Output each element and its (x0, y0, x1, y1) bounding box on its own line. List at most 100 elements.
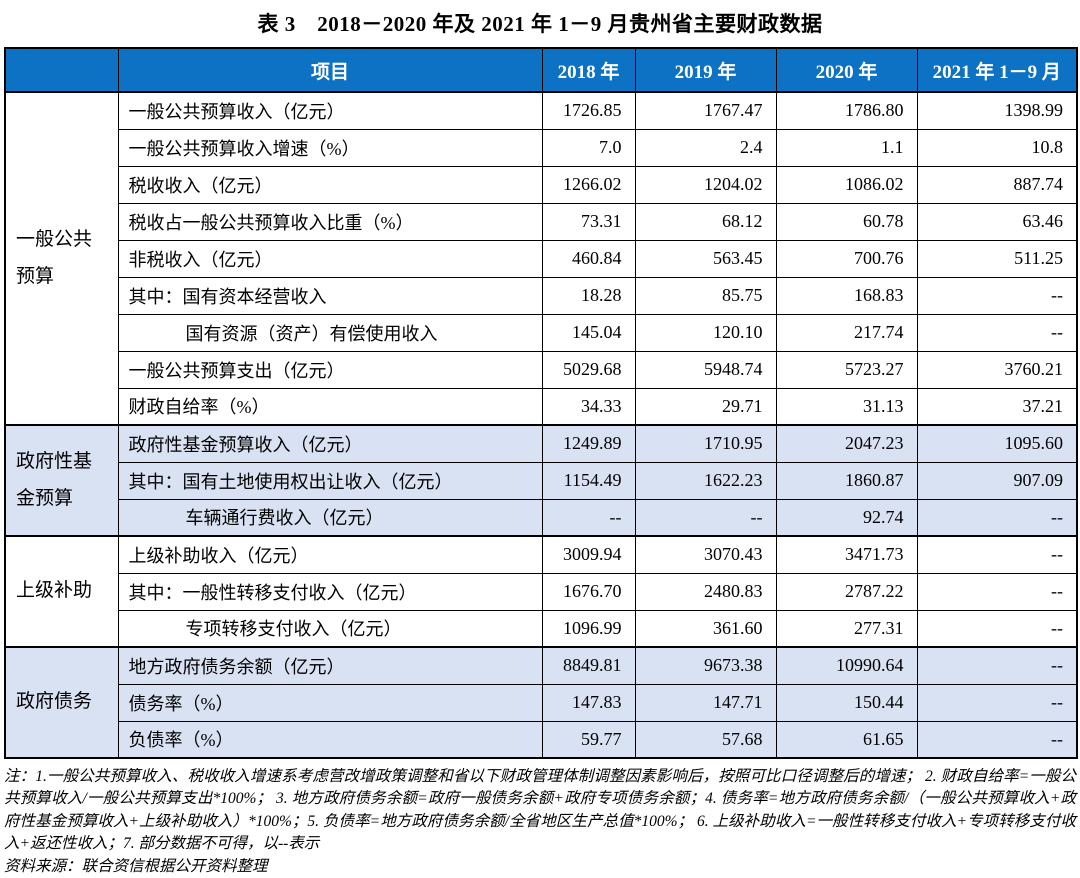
table-row: 债务率（%） 147.83 147.71 150.44 -- (5, 683, 1078, 722)
value-cell: 61.65 (775, 720, 918, 759)
value-cell: 1676.70 (541, 572, 636, 611)
value-cell: 73.31 (541, 202, 636, 241)
value-cell: 85.75 (634, 276, 777, 315)
row-label: 债务率（%） (117, 683, 543, 722)
value-cell: 2480.83 (634, 572, 777, 611)
table-row: 其中：国有资本经营收入 18.28 85.75 168.83 -- (5, 276, 1078, 315)
value-cell: -- (541, 498, 636, 537)
value-cell: 10990.64 (775, 646, 918, 685)
value-cell: 700.76 (775, 239, 918, 278)
group-label: 政府性基 金预算 (4, 424, 119, 537)
value-cell: 150.44 (775, 683, 918, 722)
table-row: 车辆通行费收入（亿元） -- -- 92.74 -- (5, 498, 1078, 537)
value-cell: 3471.73 (775, 535, 918, 574)
value-cell: 563.45 (634, 239, 777, 278)
value-cell: 1204.02 (634, 165, 777, 204)
value-cell: 907.09 (916, 461, 1078, 500)
table-row: 上级补助 上级补助收入（亿元） 3009.94 3070.43 3471.73 -- (4, 535, 1078, 648)
value-cell: 1.1 (775, 128, 918, 167)
value-cell: 1726.85 (541, 91, 636, 130)
value-cell: -- (916, 646, 1078, 685)
row-label: 车辆通行费收入（亿元） (117, 498, 543, 537)
table-row: 负债率（%） 59.77 57.68 61.65 -- (5, 720, 1078, 759)
value-cell: 3009.94 (541, 535, 636, 574)
table-row: 政府债务 地方政府债务余额（亿元） 8849.81 9673.38 10990.64 -- (4, 646, 1078, 759)
value-cell: 1622.23 (634, 461, 777, 500)
value-cell: 1767.47 (634, 91, 777, 130)
group-label: 政府债务 (4, 646, 119, 759)
value-cell: 5029.68 (541, 350, 636, 389)
header-year-2018: 2018 年 (541, 47, 636, 93)
value-cell: 7.0 (541, 128, 636, 167)
value-cell: 37.21 (916, 387, 1078, 426)
value-cell: 2.4 (634, 128, 777, 167)
fiscal-data-table: 项目 2018 年 2019 年 2020 年 2021 年 1－9 月 一般公… (4, 47, 1078, 759)
value-cell: 18.28 (541, 276, 636, 315)
row-label: 税收占一般公共预算收入比重（%） (117, 202, 543, 241)
value-cell: 145.04 (541, 313, 636, 352)
value-cell: -- (916, 720, 1078, 759)
row-label: 一般公共预算收入（亿元） (117, 91, 543, 130)
header-item-column: 项目 (117, 47, 543, 93)
value-cell: 1154.49 (541, 461, 636, 500)
value-cell: 511.25 (916, 239, 1078, 278)
value-cell: 2047.23 (775, 424, 918, 463)
value-cell: 3070.43 (634, 535, 777, 574)
value-cell: 59.77 (541, 720, 636, 759)
value-cell: 9673.38 (634, 646, 777, 685)
footnote-text: 注：1.一般公共预算收入、税收收入增速系考虑营改增政策调整和省以下财政管理体制调… (4, 768, 1076, 853)
row-label: 其中：国有土地使用权出让收入（亿元） (117, 461, 543, 500)
footnotes: 注：1.一般公共预算收入、税收收入增速系考虑营改增政策调整和省以下财政管理体制调… (4, 759, 1076, 878)
header-year-2021: 2021 年 1－9 月 (916, 47, 1078, 93)
table-row: 财政自给率（%） 34.33 29.71 31.13 37.21 (5, 387, 1078, 426)
value-cell: 68.12 (634, 202, 777, 241)
row-label: 税收收入（亿元） (117, 165, 543, 204)
value-cell: 168.83 (775, 276, 918, 315)
value-cell: -- (916, 683, 1078, 722)
value-cell: 1860.87 (775, 461, 918, 500)
value-cell: 1710.95 (634, 424, 777, 463)
value-cell: 217.74 (775, 313, 918, 352)
value-cell: 63.46 (916, 202, 1078, 241)
header-year-2019: 2019 年 (634, 47, 777, 93)
table-row: 国有资源（资产）有偿使用收入 145.04 120.10 217.74 -- (5, 313, 1078, 352)
row-label: 上级补助收入（亿元） (117, 535, 543, 574)
row-label: 负债率（%） (117, 720, 543, 759)
value-cell: 887.74 (916, 165, 1078, 204)
row-label: 非税收入（亿元） (117, 239, 543, 278)
table-row: 专项转移支付收入（亿元） 1096.99 361.60 277.31 -- (5, 609, 1078, 648)
table-title: 表 3 2018－2020 年及 2021 年 1－9 月贵州省主要财政数据 (257, 12, 823, 36)
value-cell: -- (634, 498, 777, 537)
value-cell: -- (916, 498, 1078, 537)
table-row: 一般公共 预算 一般公共预算收入（亿元） 1726.85 1767.47 1786.80… (4, 91, 1078, 426)
value-cell: 1786.80 (775, 91, 918, 130)
row-label: 财政自给率（%） (117, 387, 543, 426)
row-label: 地方政府债务余额（亿元） (117, 646, 543, 685)
row-label: 政府性基金预算收入（亿元） (117, 424, 543, 463)
value-cell: 10.8 (916, 128, 1078, 167)
row-label: 其中：一般性转移支付收入（亿元） (117, 572, 543, 611)
value-cell: 1266.02 (541, 165, 636, 204)
group-label: 一般公共 预算 (4, 91, 119, 426)
row-label: 一般公共预算收入增速（%） (117, 128, 543, 167)
value-cell: -- (916, 572, 1078, 611)
group-label: 上级补助 (4, 535, 119, 648)
value-cell: 31.13 (775, 387, 918, 426)
value-cell: 5948.74 (634, 350, 777, 389)
value-cell: 147.83 (541, 683, 636, 722)
table-header: 项目 2018 年 2019 年 2020 年 2021 年 1－9 月 (4, 47, 1078, 93)
value-cell: -- (916, 535, 1078, 574)
value-cell: 57.68 (634, 720, 777, 759)
header-row: 项目 2018 年 2019 年 2020 年 2021 年 1－9 月 (4, 47, 1078, 93)
table-row: 税收占一般公共预算收入比重（%） 73.31 68.12 60.78 63.46 (5, 202, 1078, 241)
row-label: 一般公共预算支出（亿元） (117, 350, 543, 389)
value-cell: 2787.22 (775, 572, 918, 611)
value-cell: 460.84 (541, 239, 636, 278)
header-year-2020: 2020 年 (775, 47, 918, 93)
table-row: 其中：一般性转移支付收入（亿元） 1676.70 2480.83 2787.22 -- (5, 572, 1078, 611)
table-row: 政府性基 金预算 政府性基金预算收入（亿元） 1249.89 1710.95 2047.… (4, 424, 1078, 537)
table-row: 一般公共预算支出（亿元） 5029.68 5948.74 5723.27 3760.21 (5, 350, 1078, 389)
table-row: 税收收入（亿元） 1266.02 1204.02 1086.02 887.74 (5, 165, 1078, 204)
row-label: 专项转移支付收入（亿元） (117, 609, 543, 648)
